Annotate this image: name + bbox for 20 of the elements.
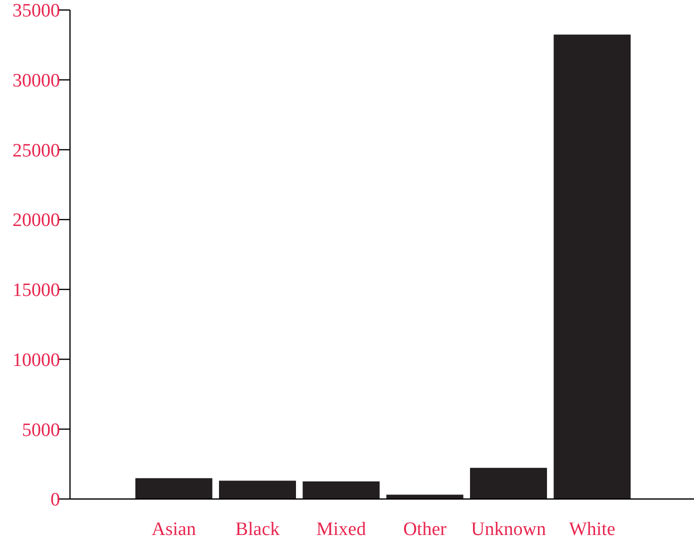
y-tick-label: 15000 xyxy=(12,280,60,302)
y-tick-label: 35000 xyxy=(12,0,60,22)
bar xyxy=(470,468,547,499)
x-tick-label: Black xyxy=(235,519,280,540)
y-tick-label: 30000 xyxy=(12,70,60,92)
y-tick-label: 0 xyxy=(50,490,60,511)
y-tick-label: 20000 xyxy=(12,210,60,232)
x-tick-label: Mixed xyxy=(316,519,366,540)
x-tick-label: Unknown xyxy=(471,519,546,540)
bar xyxy=(554,34,631,499)
bar xyxy=(302,481,380,499)
x-tick-label: Other xyxy=(403,519,448,540)
x-tick-label: Asian xyxy=(152,519,196,540)
bar xyxy=(135,478,212,499)
y-tick-label: 25000 xyxy=(12,140,60,162)
bar xyxy=(219,480,296,499)
x-tick-label: White xyxy=(568,519,616,540)
y-tick-label: 5000 xyxy=(22,420,60,441)
bar xyxy=(386,494,464,499)
y-tick-label: 10000 xyxy=(12,350,60,371)
